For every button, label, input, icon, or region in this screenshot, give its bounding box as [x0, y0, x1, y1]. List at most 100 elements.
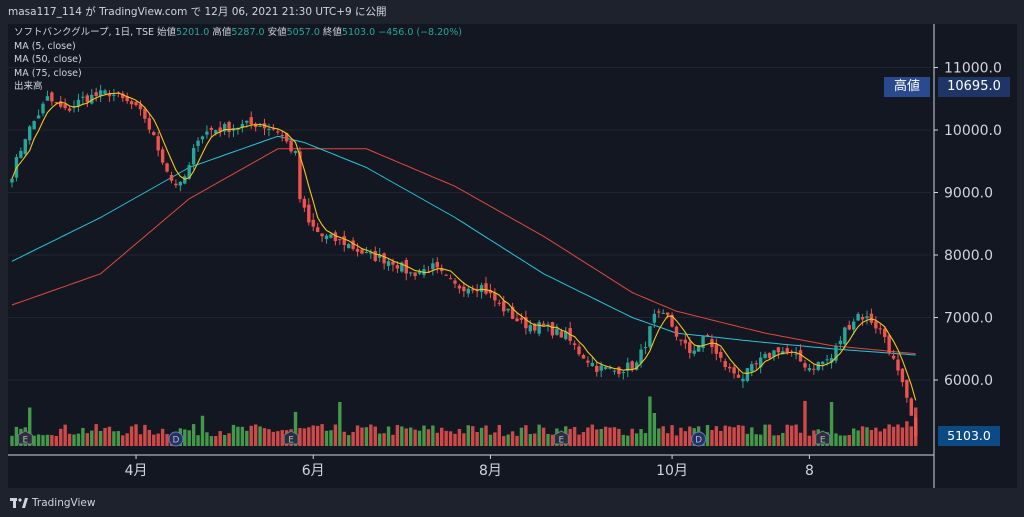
volume-bar — [413, 429, 417, 446]
candle-body — [147, 118, 152, 130]
volume-bar — [776, 435, 781, 446]
candle-body — [98, 90, 103, 97]
volume-bar — [736, 425, 741, 446]
high-value: 5287.0 — [231, 27, 265, 38]
volume-bar — [32, 435, 36, 446]
event-marker-label: E — [22, 436, 28, 446]
legend-ma5[interactable]: MA (5, close) — [14, 40, 76, 52]
volume-bar — [364, 427, 369, 446]
volume-bar — [156, 433, 160, 446]
candle-body — [32, 120, 36, 130]
chart-legend: ソフトバンクグループ, 1日, TSE 始値5201.0 高値5287.0 安値… — [14, 26, 462, 94]
candle-body — [843, 327, 847, 345]
candle-body — [767, 352, 772, 359]
candle-body — [134, 102, 138, 106]
candle-body — [364, 252, 369, 254]
candle-body — [28, 126, 32, 141]
candle-body — [409, 272, 413, 274]
volume-bar — [267, 429, 271, 446]
candle-body — [475, 290, 479, 292]
candle-body — [444, 274, 448, 276]
candle-body — [45, 96, 50, 101]
candle-body — [639, 349, 643, 364]
candle-body — [652, 313, 657, 323]
time-tick-label: 10月 — [656, 463, 688, 479]
candle-body — [541, 323, 546, 326]
volume-bar — [81, 427, 85, 446]
candle-body — [741, 378, 745, 382]
open-label: 始値 — [157, 27, 177, 38]
chart-pane[interactable]: E D E E D E 11000.0 10000.0 9000.0 8000.0 7000.0 6… — [8, 24, 1017, 488]
candle-body — [373, 250, 377, 261]
volume-bar — [258, 426, 262, 446]
candle-body — [621, 372, 626, 374]
volume-bar — [688, 426, 692, 446]
tradingview-brand[interactable]: TradingView — [10, 497, 95, 509]
volume-bar — [36, 434, 41, 446]
time-tick-label: 4月 — [125, 463, 148, 479]
volume-bar — [276, 431, 280, 446]
volume-bar — [298, 428, 302, 446]
chart-svg[interactable]: E D E E D E 11000.0 10000.0 9000.0 8000.0 7000.0 6… — [8, 24, 1017, 488]
candle-body — [440, 269, 444, 272]
candle-body — [860, 316, 865, 320]
candle-body — [23, 139, 27, 155]
legend-volume[interactable]: 出来高 — [14, 81, 43, 92]
volume-bar — [807, 435, 812, 446]
candle-body — [479, 285, 484, 292]
candle-body — [462, 286, 466, 292]
candle-body — [829, 358, 834, 363]
legend-ma75[interactable]: MA (75, close) — [14, 67, 82, 79]
candle-body — [471, 289, 475, 291]
volume-bar — [834, 433, 838, 446]
candle-body — [54, 101, 58, 104]
volume-bar — [887, 424, 891, 446]
candle-body — [595, 365, 599, 372]
candle-body — [878, 328, 882, 330]
candle-body — [125, 96, 129, 102]
high-tag-value: 10695.0 — [938, 77, 1010, 97]
volume-bar — [222, 434, 227, 446]
candle-body — [869, 313, 874, 323]
candle-body — [608, 367, 612, 369]
volume-bar — [165, 434, 169, 446]
volume-bar — [59, 428, 63, 446]
earnings-marker-badge — [553, 430, 569, 445]
volume-bar — [315, 425, 320, 446]
volume-bar — [262, 428, 267, 446]
candle-body — [847, 324, 851, 330]
volume-bar — [648, 396, 652, 446]
volume-bar — [448, 431, 453, 446]
candle-body — [736, 374, 741, 378]
candle-body — [497, 302, 501, 304]
candle-body — [178, 181, 183, 186]
earnings-marker-badge — [815, 430, 831, 445]
volume-bar — [528, 434, 533, 446]
volume-bar — [409, 427, 413, 446]
grid — [8, 67, 931, 381]
candle-body — [386, 261, 391, 266]
volume-bar — [72, 434, 76, 446]
candle-body — [533, 323, 537, 331]
volume-bar — [355, 425, 360, 446]
candle-body — [550, 322, 555, 336]
volume-bar — [320, 424, 324, 446]
candle-body — [369, 252, 373, 254]
candle-body — [493, 292, 497, 301]
candle-body — [457, 285, 462, 289]
legend-ma50[interactable]: MA (50, close) — [14, 54, 82, 65]
volume-bar — [714, 426, 719, 446]
volume-bar — [107, 426, 112, 446]
event-marker-label: D — [172, 436, 179, 446]
volume-bar — [652, 413, 657, 446]
candle-body — [586, 360, 590, 363]
candle-body — [466, 288, 470, 294]
candle-body — [648, 326, 652, 347]
candle-body — [333, 232, 338, 242]
candle-body — [311, 219, 315, 227]
earnings-marker-icon: E — [17, 430, 33, 446]
volume-bar — [187, 430, 191, 446]
candle-body — [688, 342, 692, 353]
candle-body — [484, 283, 488, 294]
candle-body — [750, 364, 754, 372]
